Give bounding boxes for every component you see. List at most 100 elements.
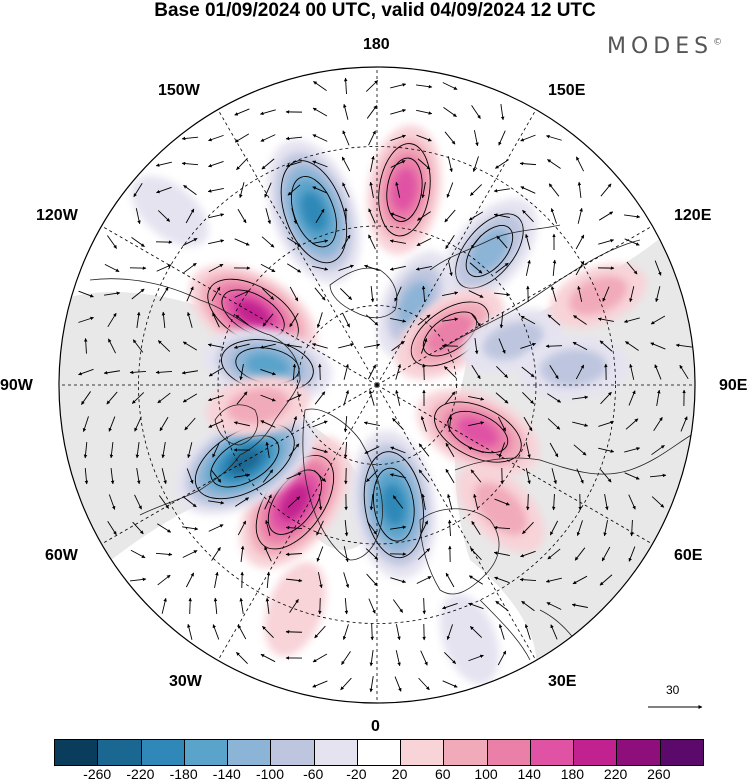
- wind-vector: [650, 315, 666, 325]
- wind-vector: [234, 133, 250, 143]
- wind-vector: [623, 317, 640, 323]
- wind-vector: [130, 549, 146, 559]
- wind-vector: [418, 469, 430, 483]
- wind-vector: [599, 340, 613, 352]
- wind-vector: [265, 208, 271, 225]
- colorbar-swatch: [313, 740, 357, 765]
- wind-vector: [134, 416, 142, 432]
- wind-vector: [338, 264, 354, 272]
- wind-vector: [212, 312, 220, 328]
- wind-vector: [289, 599, 299, 613]
- wind-vector: [366, 105, 378, 119]
- wind-vector: [233, 421, 250, 427]
- wind-vector: [523, 416, 533, 432]
- wind-vector: [78, 316, 94, 323]
- wind-vector: [471, 364, 481, 380]
- wind-vector: [285, 161, 302, 168]
- wind-vector: [571, 603, 588, 608]
- colorbar-swatch: [356, 740, 401, 765]
- negative-anomaly: [131, 175, 209, 247]
- wind-vector: [442, 82, 458, 90]
- wind-vector: [342, 624, 349, 640]
- wind-vector: [110, 468, 115, 485]
- wind-vector: [186, 286, 194, 302]
- wind-vector: [134, 494, 142, 510]
- wind-vector: [211, 286, 221, 302]
- map-title: Base 01/09/2024 00 UTC, valid 04/09/2024…: [154, 0, 596, 21]
- wind-vector: [208, 213, 225, 219]
- wind-vector: [234, 238, 250, 246]
- wind-vector: [577, 181, 582, 198]
- wind-vector: [103, 370, 120, 375]
- wind-vector: [264, 182, 272, 198]
- wind-vector: [237, 520, 247, 536]
- wind-vector: [496, 235, 508, 249]
- wind-vector: [236, 651, 248, 665]
- wind-vector: [107, 521, 117, 536]
- wind-vector: [340, 677, 352, 691]
- wind-vector: [208, 263, 224, 273]
- wind-vector: [549, 442, 559, 458]
- wind-vector: [312, 134, 328, 142]
- wind-vector: [343, 77, 348, 95]
- wind-vector: [420, 650, 428, 666]
- wind-vector: [239, 364, 244, 381]
- lon-label-60w: 60W: [45, 547, 78, 564]
- meridian-line: [376, 384, 537, 661]
- wind-vector: [576, 520, 583, 536]
- lon-label-90e: 90E: [719, 377, 748, 394]
- wind-vector: [494, 292, 511, 297]
- wind-vector: [654, 364, 662, 380]
- wind-vector: [132, 521, 144, 535]
- wind-vector: [161, 468, 167, 485]
- wind-vector: [416, 109, 433, 115]
- wind-vector: [597, 317, 614, 322]
- colorbar-tick-label: 220: [603, 766, 628, 782]
- wind-vector: [601, 546, 611, 562]
- wind-vector: [422, 363, 426, 381]
- height-contour: [378, 143, 431, 237]
- wind-vector: [442, 603, 458, 610]
- lon-label-0: 0: [371, 718, 380, 735]
- wind-vector: [545, 134, 562, 141]
- wind-vector: [370, 285, 375, 303]
- wind-vector: [286, 263, 302, 273]
- wind-vector: [468, 421, 485, 427]
- colorbar-tick-label: 260: [647, 766, 671, 782]
- wind-vector: [183, 184, 197, 196]
- wind-vector: [83, 338, 88, 354]
- wind-vector: [626, 261, 638, 275]
- wind-vector: [264, 494, 272, 510]
- wind-vector: [498, 338, 506, 354]
- wind-vector: [261, 236, 275, 248]
- wind-vector: [366, 573, 378, 587]
- colorbar-tick-label: 180: [560, 766, 585, 782]
- wind-vector: [158, 495, 170, 509]
- wind-vector: [577, 207, 583, 224]
- wind-vector: [629, 519, 634, 537]
- wind-vector: [498, 416, 506, 432]
- wind-vector: [392, 417, 404, 431]
- wind-vector: [625, 341, 639, 351]
- wind-vector: [551, 493, 556, 511]
- wind-vector: [421, 285, 426, 303]
- wind-vector: [624, 214, 641, 219]
- wind-vector: [628, 390, 636, 406]
- wind-vector: [159, 416, 169, 432]
- wind-vector: [574, 547, 586, 561]
- colorbar-tick-label: 60: [435, 766, 451, 782]
- wind-vector: [519, 577, 537, 582]
- colorbar-swatch: [55, 740, 98, 765]
- wind-vector: [343, 415, 348, 433]
- wind-vector: [157, 340, 171, 352]
- wind-vector: [624, 447, 641, 453]
- wind-vector: [598, 238, 615, 245]
- wind-vector: [108, 338, 116, 354]
- wind-vector: [339, 288, 353, 300]
- meridian-line: [376, 225, 653, 386]
- colorbar-tick-label: -140: [212, 766, 241, 782]
- wind-vector: [157, 523, 172, 533]
- wind-vector: [210, 469, 222, 483]
- colorbar-swatch: [529, 740, 574, 765]
- wind-vector: [236, 391, 248, 405]
